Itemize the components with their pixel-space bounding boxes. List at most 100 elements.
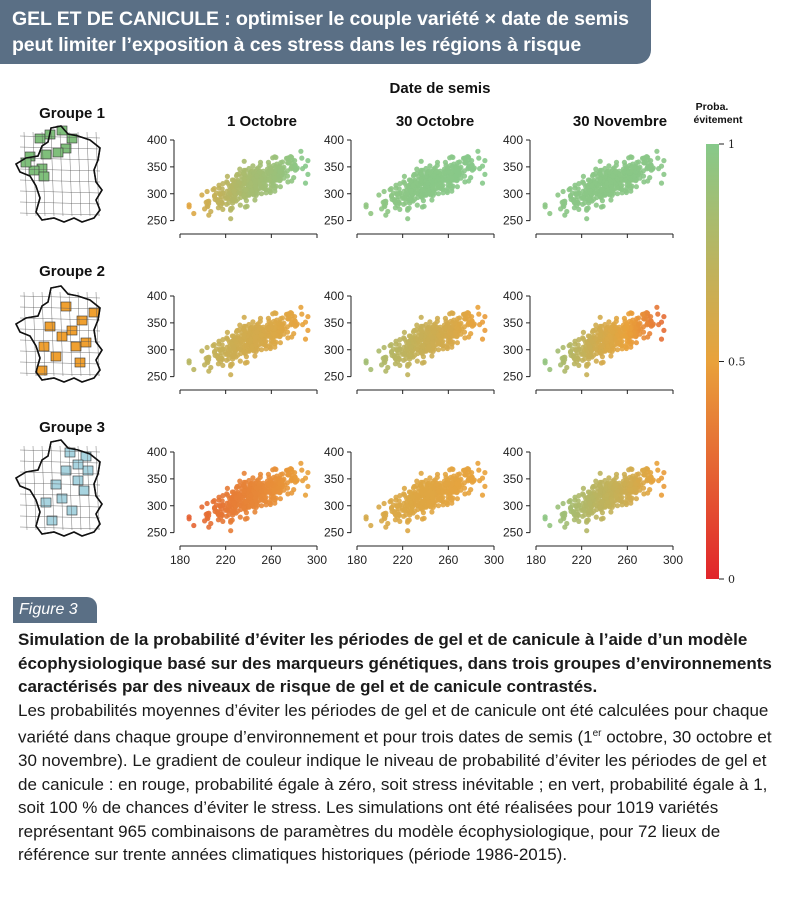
data-point	[542, 204, 548, 210]
data-point	[432, 346, 438, 352]
map-border	[19, 135, 101, 139]
data-point	[396, 186, 402, 192]
map-border	[19, 212, 101, 216]
data-point	[648, 474, 654, 480]
map-region	[46, 515, 58, 526]
data-point	[376, 348, 382, 354]
data-point	[661, 470, 667, 476]
data-point	[636, 166, 642, 172]
data-point	[394, 190, 400, 196]
data-point	[186, 516, 192, 522]
map-border	[19, 328, 101, 332]
data-point	[434, 474, 440, 480]
data-point	[621, 169, 627, 175]
data-point	[401, 195, 407, 201]
y-tick-label: 300	[147, 187, 167, 201]
data-point	[622, 489, 628, 495]
data-point	[305, 483, 311, 489]
map-border	[32, 445, 37, 531]
data-point	[643, 316, 649, 322]
data-point	[661, 314, 667, 320]
data-point	[305, 171, 311, 177]
data-point	[220, 518, 226, 525]
data-point	[267, 477, 273, 483]
data-point	[425, 336, 431, 342]
data-point	[255, 346, 261, 352]
colorbar	[706, 144, 719, 579]
data-point	[611, 502, 617, 508]
data-point	[427, 319, 433, 325]
data-point	[643, 472, 649, 478]
data-point	[661, 327, 667, 333]
data-point	[658, 180, 665, 186]
data-point	[451, 473, 457, 479]
data-point	[576, 518, 582, 525]
data-point	[258, 191, 265, 197]
data-point	[435, 191, 442, 197]
data-point	[630, 161, 636, 167]
data-point	[283, 155, 290, 161]
map-border	[19, 504, 101, 508]
data-point	[559, 355, 565, 361]
data-point	[627, 331, 634, 337]
x-tick-label: 180	[347, 553, 367, 567]
data-point	[401, 351, 407, 357]
scatter-panel: 250 300 350 400	[147, 289, 318, 394]
data-point	[614, 191, 621, 197]
data-point	[259, 332, 265, 338]
x-tick-label: 300	[307, 553, 327, 567]
data-point	[267, 321, 273, 327]
caption-body-part1: Les probabilités moyennes d’éviter les p…	[18, 700, 769, 747]
data-point	[627, 175, 634, 181]
data-point	[243, 342, 249, 349]
colorbar-tick-label: 1	[728, 138, 735, 151]
data-point	[571, 511, 577, 517]
data-point	[250, 475, 256, 481]
data-point	[597, 176, 603, 182]
data-point	[636, 322, 642, 328]
data-point	[576, 206, 582, 212]
data-point	[257, 162, 263, 168]
data-point	[585, 489, 592, 495]
data-point	[475, 304, 481, 310]
data-point	[619, 502, 625, 508]
data-point	[430, 185, 436, 191]
data-point	[406, 177, 412, 183]
data-point	[585, 177, 592, 183]
data-point	[658, 336, 665, 342]
data-point	[420, 342, 426, 349]
data-point	[448, 487, 455, 493]
data-point	[433, 325, 439, 331]
data-point	[576, 362, 582, 368]
data-point	[305, 470, 311, 476]
data-point	[274, 473, 280, 479]
data-point	[547, 366, 553, 373]
colorbar-tick-label: 0	[728, 573, 735, 586]
data-point	[204, 344, 210, 351]
data-point	[628, 341, 634, 347]
data-point	[252, 197, 258, 203]
data-point	[380, 355, 386, 361]
data-point	[661, 171, 667, 177]
figure-banner: GEL ET DE CANICULE : optimiser le couple…	[0, 0, 651, 64]
caption-superscript: er	[592, 728, 602, 739]
data-point	[572, 494, 578, 500]
data-point	[418, 332, 424, 338]
data-point	[560, 188, 566, 195]
data-point	[444, 477, 450, 483]
data-point	[233, 329, 240, 335]
data-point	[661, 158, 667, 164]
data-point	[401, 485, 407, 491]
data-point	[242, 204, 248, 210]
data-point	[482, 470, 488, 476]
data-point	[266, 177, 272, 183]
data-point	[381, 188, 387, 195]
data-point	[288, 154, 294, 160]
data-point	[589, 338, 595, 344]
data-point	[567, 342, 573, 348]
y-tick-label: 300	[324, 499, 344, 513]
data-point	[571, 355, 577, 361]
data-point	[283, 467, 290, 473]
data-point	[302, 319, 309, 325]
colorbar-label: évitement	[693, 114, 743, 126]
